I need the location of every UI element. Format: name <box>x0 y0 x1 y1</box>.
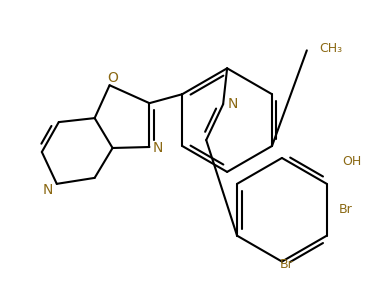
Text: N: N <box>228 97 238 111</box>
Text: O: O <box>107 71 118 85</box>
Text: N: N <box>152 141 163 155</box>
Text: OH: OH <box>343 156 362 168</box>
Text: CH₃: CH₃ <box>319 42 342 55</box>
Text: Br: Br <box>339 203 352 216</box>
Text: Br: Br <box>280 258 294 271</box>
Text: N: N <box>42 183 53 197</box>
